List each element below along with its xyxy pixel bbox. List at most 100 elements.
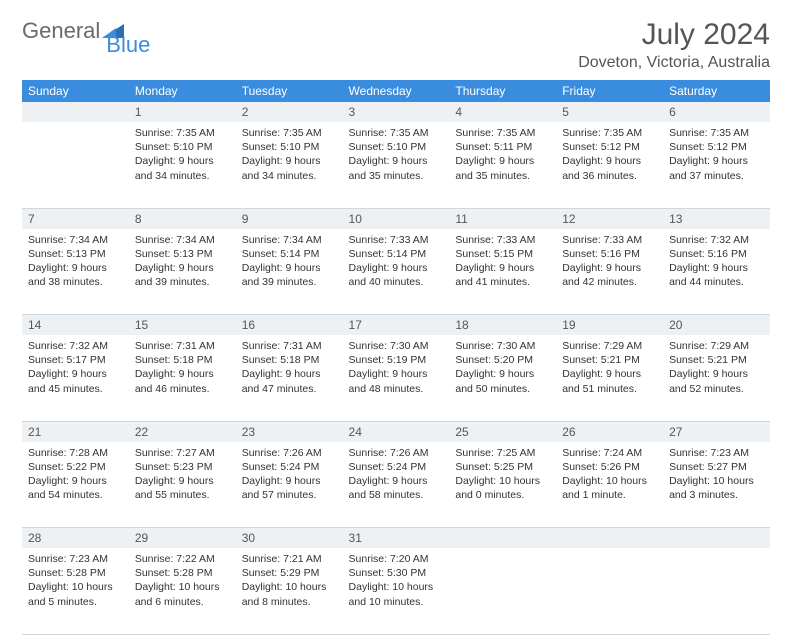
sunset-text: Sunset: 5:25 PM xyxy=(455,460,550,474)
day-cell-body: Sunrise: 7:21 AMSunset: 5:29 PMDaylight:… xyxy=(236,548,343,615)
day-number: 1 xyxy=(129,102,236,122)
daynum-row: 28293031 xyxy=(22,528,770,549)
col-monday: Monday xyxy=(129,80,236,102)
daylight-text: Daylight: 10 hours and 5 minutes. xyxy=(28,580,123,608)
logo-word2: Blue xyxy=(106,32,150,58)
week-row: Sunrise: 7:35 AMSunset: 5:10 PMDaylight:… xyxy=(22,122,770,208)
sunrise-text: Sunrise: 7:24 AM xyxy=(562,446,657,460)
day-cell-body: Sunrise: 7:30 AMSunset: 5:19 PMDaylight:… xyxy=(343,335,450,402)
sunrise-text: Sunrise: 7:30 AM xyxy=(349,339,444,353)
sunset-text: Sunset: 5:24 PM xyxy=(242,460,337,474)
daylight-text: Daylight: 9 hours and 47 minutes. xyxy=(242,367,337,395)
sunrise-text: Sunrise: 7:26 AM xyxy=(242,446,337,460)
day-cell: Sunrise: 7:31 AMSunset: 5:18 PMDaylight:… xyxy=(129,335,236,421)
day-number: 8 xyxy=(129,208,236,229)
day-number xyxy=(22,102,129,122)
sunset-text: Sunset: 5:11 PM xyxy=(455,140,550,154)
week-row: Sunrise: 7:34 AMSunset: 5:13 PMDaylight:… xyxy=(22,229,770,315)
day-cell: Sunrise: 7:32 AMSunset: 5:16 PMDaylight:… xyxy=(663,229,770,315)
day-cell-body: Sunrise: 7:29 AMSunset: 5:21 PMDaylight:… xyxy=(663,335,770,402)
day-cell-body: Sunrise: 7:31 AMSunset: 5:18 PMDaylight:… xyxy=(236,335,343,402)
day-cell-body: Sunrise: 7:32 AMSunset: 5:16 PMDaylight:… xyxy=(663,229,770,296)
daylight-text: Daylight: 9 hours and 34 minutes. xyxy=(135,154,230,182)
day-cell: Sunrise: 7:23 AMSunset: 5:27 PMDaylight:… xyxy=(663,442,770,528)
day-cell: Sunrise: 7:26 AMSunset: 5:24 PMDaylight:… xyxy=(236,442,343,528)
daylight-text: Daylight: 10 hours and 8 minutes. xyxy=(242,580,337,608)
day-cell: Sunrise: 7:26 AMSunset: 5:24 PMDaylight:… xyxy=(343,442,450,528)
day-cell xyxy=(449,548,556,634)
day-number: 31 xyxy=(343,528,450,549)
day-cell-body: Sunrise: 7:23 AMSunset: 5:28 PMDaylight:… xyxy=(22,548,129,615)
daylight-text: Daylight: 10 hours and 10 minutes. xyxy=(349,580,444,608)
sunset-text: Sunset: 5:10 PM xyxy=(135,140,230,154)
sunrise-text: Sunrise: 7:22 AM xyxy=(135,552,230,566)
day-cell: Sunrise: 7:33 AMSunset: 5:14 PMDaylight:… xyxy=(343,229,450,315)
day-cell-body: Sunrise: 7:34 AMSunset: 5:14 PMDaylight:… xyxy=(236,229,343,296)
day-cell-body: Sunrise: 7:35 AMSunset: 5:10 PMDaylight:… xyxy=(236,122,343,189)
day-cell: Sunrise: 7:35 AMSunset: 5:12 PMDaylight:… xyxy=(556,122,663,208)
day-cell: Sunrise: 7:33 AMSunset: 5:16 PMDaylight:… xyxy=(556,229,663,315)
sunrise-text: Sunrise: 7:33 AM xyxy=(562,233,657,247)
sunrise-text: Sunrise: 7:35 AM xyxy=(669,126,764,140)
sunset-text: Sunset: 5:19 PM xyxy=(349,353,444,367)
day-cell-body: Sunrise: 7:31 AMSunset: 5:18 PMDaylight:… xyxy=(129,335,236,402)
day-cell: Sunrise: 7:34 AMSunset: 5:13 PMDaylight:… xyxy=(22,229,129,315)
week-row: Sunrise: 7:23 AMSunset: 5:28 PMDaylight:… xyxy=(22,548,770,634)
daylight-text: Daylight: 9 hours and 40 minutes. xyxy=(349,261,444,289)
sunrise-text: Sunrise: 7:25 AM xyxy=(455,446,550,460)
day-cell-body: Sunrise: 7:28 AMSunset: 5:22 PMDaylight:… xyxy=(22,442,129,509)
sunset-text: Sunset: 5:26 PM xyxy=(562,460,657,474)
sunrise-text: Sunrise: 7:21 AM xyxy=(242,552,337,566)
sunset-text: Sunset: 5:13 PM xyxy=(135,247,230,261)
sunrise-text: Sunrise: 7:35 AM xyxy=(455,126,550,140)
daylight-text: Daylight: 9 hours and 57 minutes. xyxy=(242,474,337,502)
month-title: July 2024 xyxy=(578,18,770,52)
daynum-row: 14151617181920 xyxy=(22,315,770,336)
day-number: 14 xyxy=(22,315,129,336)
sunrise-text: Sunrise: 7:26 AM xyxy=(349,446,444,460)
day-number: 27 xyxy=(663,421,770,442)
day-number: 5 xyxy=(556,102,663,122)
sunrise-text: Sunrise: 7:32 AM xyxy=(28,339,123,353)
col-thursday: Thursday xyxy=(449,80,556,102)
sunrise-text: Sunrise: 7:29 AM xyxy=(669,339,764,353)
day-number: 9 xyxy=(236,208,343,229)
daylight-text: Daylight: 9 hours and 45 minutes. xyxy=(28,367,123,395)
day-cell-body: Sunrise: 7:33 AMSunset: 5:16 PMDaylight:… xyxy=(556,229,663,296)
col-saturday: Saturday xyxy=(663,80,770,102)
sunset-text: Sunset: 5:12 PM xyxy=(669,140,764,154)
day-number xyxy=(663,528,770,549)
sunset-text: Sunset: 5:14 PM xyxy=(349,247,444,261)
day-number: 28 xyxy=(22,528,129,549)
sunset-text: Sunset: 5:28 PM xyxy=(135,566,230,580)
week-row: Sunrise: 7:28 AMSunset: 5:22 PMDaylight:… xyxy=(22,442,770,528)
sunset-text: Sunset: 5:17 PM xyxy=(28,353,123,367)
col-friday: Friday xyxy=(556,80,663,102)
day-cell: Sunrise: 7:29 AMSunset: 5:21 PMDaylight:… xyxy=(556,335,663,421)
day-cell: Sunrise: 7:30 AMSunset: 5:19 PMDaylight:… xyxy=(343,335,450,421)
day-number: 11 xyxy=(449,208,556,229)
day-cell: Sunrise: 7:23 AMSunset: 5:28 PMDaylight:… xyxy=(22,548,129,634)
day-cell: Sunrise: 7:35 AMSunset: 5:12 PMDaylight:… xyxy=(663,122,770,208)
day-number: 22 xyxy=(129,421,236,442)
day-number: 10 xyxy=(343,208,450,229)
day-cell: Sunrise: 7:31 AMSunset: 5:18 PMDaylight:… xyxy=(236,335,343,421)
day-cell xyxy=(663,548,770,634)
sunrise-text: Sunrise: 7:32 AM xyxy=(669,233,764,247)
sunset-text: Sunset: 5:21 PM xyxy=(562,353,657,367)
sunrise-text: Sunrise: 7:31 AM xyxy=(135,339,230,353)
daylight-text: Daylight: 9 hours and 35 minutes. xyxy=(455,154,550,182)
day-cell-body: Sunrise: 7:20 AMSunset: 5:30 PMDaylight:… xyxy=(343,548,450,615)
day-number: 24 xyxy=(343,421,450,442)
day-cell: Sunrise: 7:35 AMSunset: 5:10 PMDaylight:… xyxy=(129,122,236,208)
sunrise-text: Sunrise: 7:27 AM xyxy=(135,446,230,460)
logo: General Blue xyxy=(22,18,174,44)
daylight-text: Daylight: 9 hours and 39 minutes. xyxy=(242,261,337,289)
header: General Blue July 2024 Doveton, Victoria… xyxy=(22,18,770,72)
sunset-text: Sunset: 5:23 PM xyxy=(135,460,230,474)
sunrise-text: Sunrise: 7:35 AM xyxy=(349,126,444,140)
sunset-text: Sunset: 5:16 PM xyxy=(562,247,657,261)
day-cell: Sunrise: 7:30 AMSunset: 5:20 PMDaylight:… xyxy=(449,335,556,421)
day-cell xyxy=(22,122,129,208)
daylight-text: Daylight: 9 hours and 36 minutes. xyxy=(562,154,657,182)
